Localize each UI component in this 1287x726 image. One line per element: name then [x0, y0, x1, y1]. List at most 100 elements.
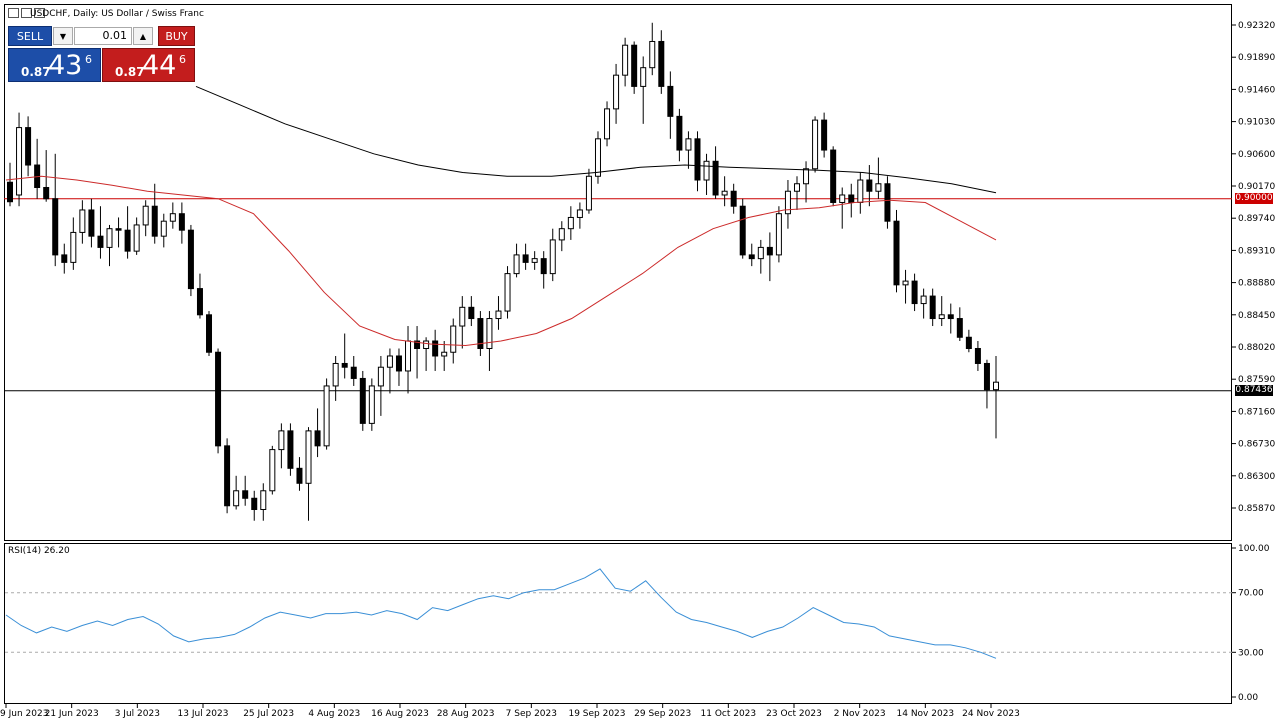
one-click-trading-panel[interactable]: SELL ▼ 0.01 ▲ BUY 0.87 43 6 0.87 44 6	[8, 26, 195, 82]
chart-period-icon[interactable]	[34, 8, 45, 18]
time-tick-label: 3 Jul 2023	[115, 709, 160, 719]
sell-price-pips: 43	[48, 50, 83, 81]
rsi-tick-label: 70.00	[1238, 589, 1264, 599]
candle-bearish	[893, 220, 900, 286]
candle-bearish	[956, 318, 963, 338]
price-tick-label: 0.85870	[1238, 504, 1275, 514]
candle-bearish	[739, 205, 746, 256]
chart-window-icon[interactable]	[8, 8, 19, 18]
lot-decrease-icon[interactable]: ▼	[53, 27, 73, 45]
candle-bullish	[142, 205, 149, 226]
candle-bullish	[920, 295, 927, 305]
candle-bullish	[459, 306, 466, 327]
candle-bullish	[531, 258, 538, 263]
price-tick-label: 0.86730	[1238, 440, 1275, 450]
time-tick-label: 4 Aug 2023	[308, 709, 360, 719]
candle-bullish	[260, 490, 267, 510]
candle-bullish	[79, 209, 86, 233]
horizontal-line-price-tag: 0.90000	[1235, 193, 1273, 205]
candle-bearish	[432, 340, 439, 357]
candle-bullish	[703, 160, 710, 181]
candle-bullish	[793, 183, 800, 192]
rsi-tick-label: 100.00	[1238, 544, 1270, 554]
moving-average-fast-line	[5, 175, 997, 347]
candle-bullish	[504, 273, 511, 312]
rsi-indicator-label: RSI(14) 26.20	[8, 546, 70, 556]
candle-bullish	[721, 190, 728, 196]
candle-bearish	[115, 228, 122, 231]
candle-bearish	[658, 40, 665, 87]
candle-bearish	[974, 347, 981, 364]
candle-bullish	[803, 168, 810, 185]
candle-bearish	[911, 280, 918, 305]
candle-bearish	[730, 190, 737, 207]
rsi-pane[interactable]	[4, 543, 1232, 704]
candle-bearish	[151, 205, 158, 237]
candle-bullish	[757, 246, 764, 260]
candle-bearish	[667, 85, 674, 117]
candle-bearish	[866, 179, 873, 192]
candle-bullish	[386, 355, 393, 368]
candle-bearish	[88, 209, 95, 237]
candle-bearish	[821, 119, 828, 151]
candle-bullish	[622, 44, 629, 76]
sell-price-prefix: 0.87	[21, 65, 51, 79]
buy-button[interactable]: BUY	[158, 26, 195, 46]
candle-bearish	[712, 160, 719, 196]
candle-bearish	[287, 430, 294, 469]
buy-price-prefix: 0.87	[115, 65, 145, 79]
candle-bearish	[187, 229, 194, 290]
candle-bearish	[242, 490, 249, 499]
candle-bearish	[52, 198, 59, 256]
candle-bullish	[685, 138, 692, 151]
candle-bearish	[468, 306, 475, 320]
lot-increase-icon[interactable]: ▲	[133, 27, 153, 45]
chart-title: USDCHF, Daily: US Dollar / Swiss Franc	[30, 9, 204, 19]
time-tick-label: 14 Nov 2023	[897, 709, 955, 719]
candle-bullish	[450, 325, 457, 353]
candle-bullish	[16, 127, 23, 196]
candles-group	[7, 22, 999, 521]
price-tick-label: 0.88020	[1238, 343, 1275, 353]
candle-bearish	[341, 362, 348, 368]
candle-bullish	[812, 119, 819, 170]
candle-bullish	[106, 228, 113, 248]
time-tick-label: 29 Sep 2023	[634, 709, 691, 719]
candle-bearish	[359, 377, 366, 424]
chart-header-icons[interactable]	[8, 7, 46, 21]
buy-price-button[interactable]: 0.87 44 6	[102, 48, 195, 82]
candle-bearish	[848, 194, 855, 203]
candle-bullish	[377, 366, 384, 387]
time-tick-label: 7 Sep 2023	[506, 709, 557, 719]
candle-bullish	[604, 108, 611, 140]
candle-bearish	[929, 295, 936, 320]
candle-bullish	[169, 213, 176, 222]
sell-price-button[interactable]: 0.87 43 6	[8, 48, 101, 82]
candle-bearish	[124, 229, 131, 252]
candle-bearish	[983, 362, 990, 391]
candle-bullish	[133, 224, 140, 252]
lot-size-input[interactable]: 0.01	[74, 27, 132, 45]
candle-bullish	[567, 216, 574, 230]
candle-bullish	[278, 430, 285, 451]
candle-bearish	[251, 497, 258, 510]
price-tick-label: 0.88880	[1238, 279, 1275, 289]
sell-button[interactable]: SELL	[8, 26, 52, 46]
candle-bearish	[296, 467, 303, 484]
candle-bullish	[640, 67, 647, 87]
price-tick-label: 0.86300	[1238, 472, 1275, 482]
candle-bearish	[748, 254, 755, 260]
price-tick-label: 0.92320	[1238, 21, 1275, 31]
candle-bullish	[558, 228, 565, 241]
candle-bearish	[61, 254, 68, 263]
time-tick-label: 28 Aug 2023	[437, 709, 495, 719]
candle-bullish	[305, 430, 312, 484]
time-tick-label: 11 Oct 2023	[701, 709, 757, 719]
price-tick-label: 0.88450	[1238, 311, 1275, 321]
candle-bullish	[513, 254, 520, 275]
price-tick-label: 0.87160	[1238, 407, 1275, 417]
chart-symbol-icon[interactable]	[21, 8, 32, 18]
candle-bearish	[178, 213, 185, 231]
candle-bullish	[423, 340, 430, 349]
